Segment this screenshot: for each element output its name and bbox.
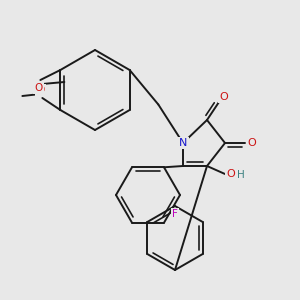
Text: O: O: [220, 92, 228, 102]
Text: O: O: [36, 85, 44, 95]
Text: O: O: [34, 83, 43, 93]
Text: N: N: [179, 138, 187, 148]
Text: O: O: [226, 169, 236, 179]
Text: O: O: [248, 138, 256, 148]
Text: F: F: [172, 209, 178, 219]
Text: H: H: [237, 170, 245, 180]
